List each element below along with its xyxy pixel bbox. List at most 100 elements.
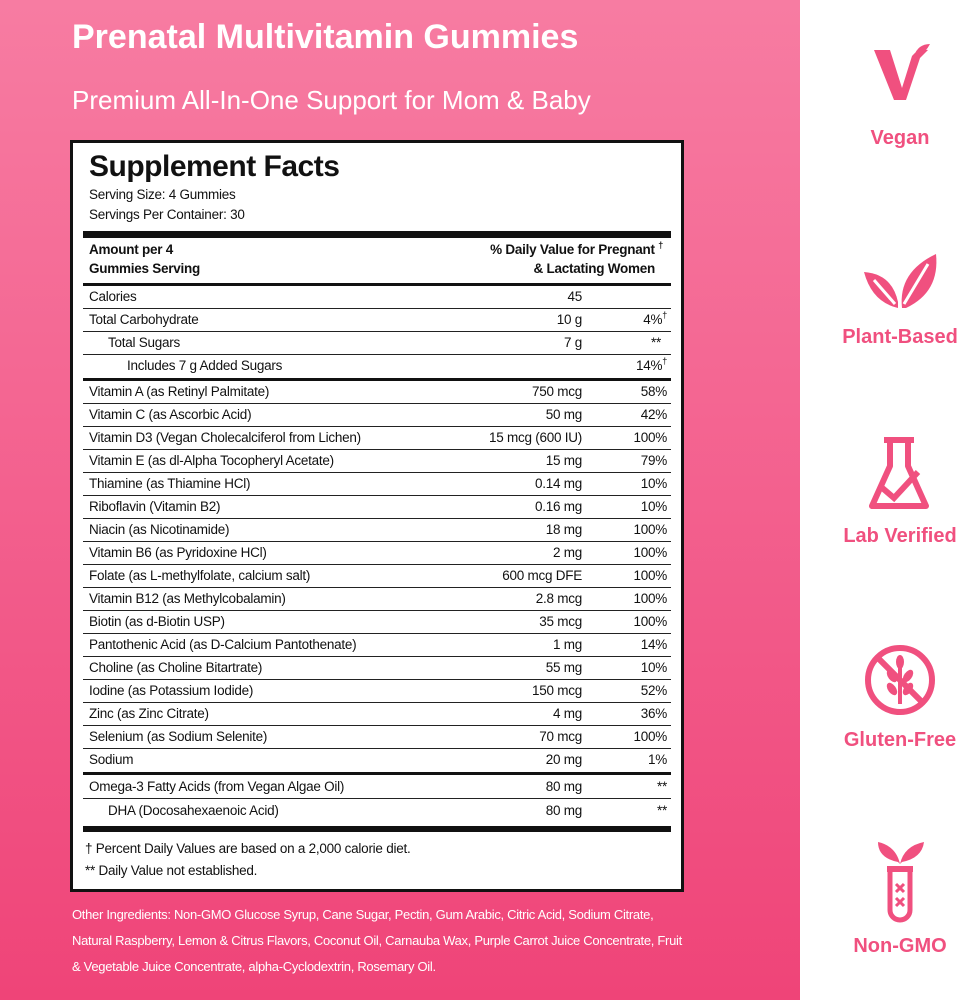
nutrient-dv: 52%: [640, 680, 668, 702]
nutrient-row: Riboflavin (Vitamin B2) 0.16 mg 10%: [83, 496, 671, 519]
rule: [83, 826, 671, 832]
nutrient-name: Vitamin B6 (as Pyridoxine HCl): [89, 545, 267, 560]
facts-heading: Supplement Facts: [89, 150, 340, 183]
dv-value: 100%: [633, 568, 667, 583]
dv-note: †: [662, 310, 667, 320]
non-gmo-icon: [878, 842, 924, 923]
dv-value: 1%: [647, 752, 667, 767]
nutrient-dv: 100%: [633, 542, 667, 564]
nutrient-amount: 18 mg: [545, 522, 583, 537]
nutrient-name: Vitamin B12 (as Methylcobalamin): [89, 591, 286, 606]
nutrient-amount: 0.14 mg: [534, 476, 582, 491]
nutrient-amount: 50 mg: [545, 407, 583, 422]
dv-value: 36%: [640, 706, 668, 721]
nutrient-row: Biotin (as d-Biotin USP) 35 mcg 100%: [83, 611, 671, 634]
dv-value: 58%: [640, 384, 668, 399]
nutrient-dv: 100%: [633, 726, 667, 748]
nutrient-name: Calories: [89, 289, 137, 304]
nutrient-name: Pantothenic Acid (as D-Calcium Pantothen…: [89, 637, 357, 652]
nutrient-amount: 1 mg: [552, 637, 582, 652]
lab-icon: [869, 437, 929, 509]
nutrient-row: DHA (Docosahexaenoic Acid) 80 mg **: [83, 799, 671, 822]
nutrient-name: Folate (as L-methylfolate, calcium salt): [89, 568, 311, 583]
vegan-icon: [874, 44, 930, 100]
dv-value: 100%: [633, 614, 667, 629]
nutrient-row: Vitamin A (as Retinyl Palmitate) 750 mcg 5…: [83, 381, 671, 404]
nutrient-dv: 42%: [640, 404, 668, 426]
dv-value: 100%: [633, 729, 667, 744]
rule: [83, 772, 671, 775]
dv-value: 100%: [633, 430, 667, 445]
nutrient-dv: **: [651, 332, 661, 354]
dv-value: **: [656, 803, 667, 818]
nutrient-dv: 100%: [633, 519, 667, 541]
nutrient-row: Calories 45: [83, 286, 671, 309]
nutrient-name: Iodine (as Potassium Iodide): [89, 683, 254, 698]
dv-value: 4%: [643, 312, 663, 327]
dv-value: **: [656, 779, 667, 794]
badge-label: Vegan: [870, 127, 930, 149]
nutrient-name: Vitamin C (as Ascorbic Acid): [89, 407, 252, 422]
nutrient-row: Folate (as L-methylfolate, calcium salt)…: [83, 565, 671, 588]
nutrient-row: Includes 7 g Added Sugars 14%†: [83, 355, 671, 378]
nutrient-dv: 58%: [640, 381, 668, 403]
nutrient-dv: 100%: [633, 588, 667, 610]
nutrient-row: Thiamine (as Thiamine HCl) 0.14 mg 10%: [83, 473, 671, 496]
nutrient-dv: 10%: [640, 657, 668, 679]
nutrient-amount: 55 mg: [545, 660, 583, 675]
servings-per-container: Servings Per Container: 30: [89, 207, 245, 222]
nutrient-row: Vitamin C (as Ascorbic Acid) 50 mg 42%: [83, 404, 671, 427]
nutrient-row: Vitamin B12 (as Methylcobalamin) 2.8 mcg 1…: [83, 588, 671, 611]
nutrient-amount: 70 mcg: [539, 729, 582, 744]
dv-value: 10%: [640, 660, 668, 675]
gluten-free-icon: [865, 645, 935, 715]
nutrient-name: Omega-3 Fatty Acids (from Vegan Algae Oi…: [89, 779, 345, 794]
column-right-text: % Daily Value for Pregnant: [490, 242, 655, 257]
serving-size: Serving Size: 4 Gummies: [89, 187, 236, 202]
dv-value: 79%: [640, 453, 668, 468]
nutrient-amount: 2.8 mcg: [535, 591, 583, 606]
nutrient-name: Biotin (as d-Biotin USP): [89, 614, 225, 629]
nutrient-amount: 2 mg: [552, 545, 582, 560]
dv-value: 10%: [640, 499, 668, 514]
dv-value: 14%: [640, 637, 668, 652]
rule: [83, 231, 671, 238]
nutrient-dv: 79%: [640, 450, 668, 472]
rule: [83, 378, 671, 381]
column-right-line: & Lactating Women: [533, 261, 655, 276]
nutrient-row: Vitamin B6 (as Pyridoxine HCl) 2 mg 100%: [83, 542, 671, 565]
nutrient-row: Iodine (as Potassium Iodide) 150 mcg 52%: [83, 680, 671, 703]
dagger: †: [658, 240, 663, 250]
dv-value: 42%: [640, 407, 668, 422]
nutrient-dv: **: [657, 775, 667, 799]
rule: [83, 283, 671, 286]
column-right-line: % Daily Value for Pregnant †: [490, 240, 663, 259]
nutrient-amount: 80 mg: [545, 779, 583, 794]
nutrient-amount: 20 mg: [545, 752, 583, 767]
nutrient-amount: 10 g: [556, 312, 583, 327]
nutrient-dv: 4%†: [643, 309, 667, 331]
nutrient-dv: **: [657, 799, 667, 823]
dv-value: 100%: [633, 591, 667, 606]
nutrient-group: Calories 45 Total Carbohydrate 10 g 4%† Total…: [83, 286, 671, 378]
dv-value: **: [650, 335, 661, 350]
dv-value: 52%: [640, 683, 668, 698]
nutrient-dv: 100%: [633, 565, 667, 587]
product-title: Prenatal Multivitamin Gummies: [72, 18, 579, 56]
nutrient-name: Niacin (as Nicotinamide): [89, 522, 230, 537]
nutrient-row: Vitamin D3 (Vegan Cholecalciferol from L…: [83, 427, 671, 450]
badge-label: Plant-Based: [842, 326, 958, 348]
nutrient-amount: 15 mg: [545, 453, 583, 468]
nutrient-dv: 14%†: [636, 355, 667, 377]
nutrient-name: Vitamin D3 (Vegan Cholecalciferol from L…: [89, 430, 361, 445]
column-header: Amount per 4 Gummies Serving % Daily Val…: [83, 238, 671, 283]
badge-label: Non-GMO: [853, 935, 947, 957]
nutrient-name: Total Sugars: [108, 335, 181, 350]
nutrient-dv: 14%: [640, 634, 668, 656]
nutrient-amount: 750 mcg: [531, 384, 582, 399]
nutrient-amount: 4 mg: [552, 706, 582, 721]
nutrient-name: Vitamin A (as Retinyl Palmitate): [89, 384, 270, 399]
product-subtitle: Premium All-In-One Support for Mom & Bab…: [72, 85, 591, 115]
product-panel: Prenatal Multivitamin Gummies Premium Al…: [0, 0, 800, 1000]
nutrient-dv: 100%: [633, 427, 667, 449]
